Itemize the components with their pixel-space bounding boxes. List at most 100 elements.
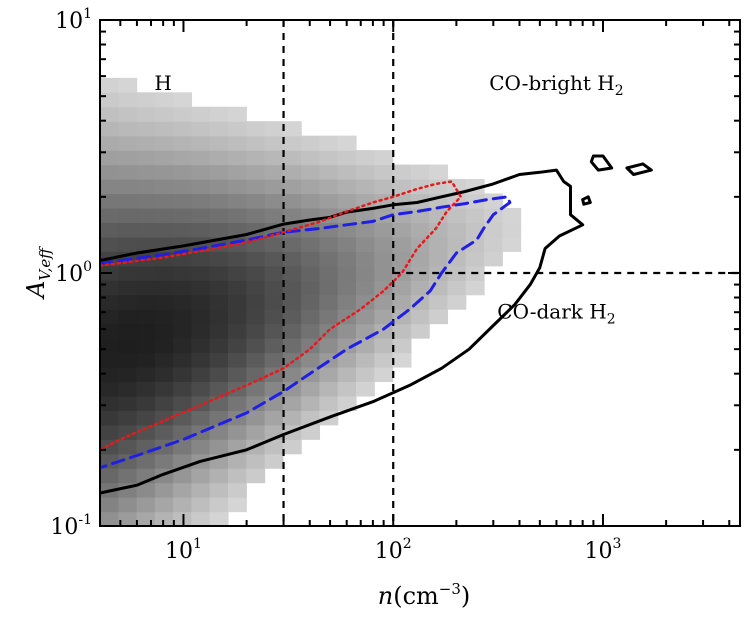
heatmap-cell [173, 164, 193, 180]
heatmap-cell [136, 193, 156, 209]
heatmap-cell [191, 366, 211, 383]
heatmap-cell [228, 294, 247, 310]
region-label: CO-dark H2 [497, 300, 615, 328]
heatmap-cell [136, 482, 156, 498]
heatmap-cell [100, 511, 119, 526]
heatmap-cell [191, 468, 211, 484]
heatmap-cell [282, 366, 302, 383]
heatmap-cell [209, 352, 229, 368]
heatmap-cell [246, 309, 266, 325]
heatmap-cell [465, 236, 485, 252]
heatmap-cell [410, 251, 430, 267]
heatmap-cell [191, 439, 211, 455]
heatmap-cell [337, 352, 357, 368]
heatmap-cell [191, 193, 211, 209]
contour-blue-dashed-path [100, 195, 512, 470]
heatmap-cell [356, 366, 375, 383]
heatmap-cell [356, 294, 375, 310]
heatmap-cell [173, 366, 193, 383]
heatmap-cell [246, 294, 266, 310]
contour-red-dotted-path [100, 180, 463, 452]
heatmap-cell [209, 164, 229, 180]
heatmap-cell [100, 424, 119, 440]
heatmap-cell [484, 251, 503, 267]
heatmap-cell [209, 511, 229, 526]
heatmap-cell [118, 338, 138, 354]
heatmap-cell [264, 236, 284, 252]
heatmap-cell [191, 323, 211, 339]
heatmap-cell [337, 294, 357, 310]
heatmap-cell [191, 309, 211, 325]
heatmap-cell [392, 207, 412, 223]
heatmap-cell [228, 135, 247, 151]
heatmap-cell [173, 179, 193, 195]
heatmap-cell [374, 309, 394, 325]
heatmap-cell [118, 179, 138, 195]
heatmap-cell [282, 352, 302, 368]
heatmap-cell [154, 179, 174, 195]
heatmap-cell [173, 280, 193, 296]
heatmap-cell [447, 207, 467, 223]
heatmap-cell [100, 395, 119, 411]
heatmap-cell [118, 236, 138, 252]
heatmap-cell [319, 338, 339, 354]
heatmap-cell [100, 381, 119, 397]
heatmap-cell [136, 381, 156, 397]
heatmap-cell [301, 236, 321, 252]
heatmap-cell [429, 251, 449, 267]
density-heatmap [100, 77, 522, 526]
heatmap-cell [173, 497, 193, 513]
heatmap-cell [154, 352, 174, 368]
heatmap-cell [136, 395, 156, 411]
heatmap-cell [154, 280, 174, 296]
heatmap-cell [154, 265, 174, 281]
heatmap-cell [136, 338, 156, 354]
heatmap-cell [392, 179, 412, 195]
heatmap-cell [100, 236, 119, 252]
heatmap-cell [118, 439, 138, 455]
heatmap-cell [209, 439, 229, 455]
heatmap-cell [118, 395, 138, 411]
heatmap-cell [282, 280, 302, 296]
heatmap-cell [191, 150, 211, 166]
contour-black-solid-path [589, 154, 614, 172]
heatmap-cell [173, 323, 193, 339]
heatmap-cell [337, 323, 357, 339]
heatmap-cell [136, 135, 156, 151]
heatmap-cell [337, 150, 357, 166]
heatmap-cell [100, 207, 119, 223]
heatmap-cell [374, 352, 394, 368]
heatmap-cell [337, 280, 357, 296]
heatmap-cell [337, 251, 357, 267]
heatmap-cell [154, 453, 174, 469]
heatmap-cell [301, 381, 321, 397]
heatmap-cell [410, 309, 430, 325]
heatmap-cell [264, 439, 284, 455]
heatmap-cell [392, 193, 412, 209]
heatmap-cell [173, 207, 193, 223]
heatmap-cell [173, 222, 193, 238]
heatmap-cell [209, 381, 229, 397]
heatmap-cell [374, 294, 394, 310]
heatmap-cell [154, 106, 174, 122]
heatmap-cell [447, 251, 467, 267]
heatmap-cell [191, 280, 211, 296]
x-tick-label: 101 [165, 536, 202, 564]
heatmap-cell [228, 395, 247, 411]
heatmap-cell [136, 150, 156, 166]
heatmap-cell [173, 468, 193, 484]
heatmap-cell [356, 338, 375, 354]
heatmap-cell [301, 338, 321, 354]
heatmap-cell [209, 251, 229, 267]
heatmap-cell [173, 265, 193, 281]
heatmap-cell [264, 121, 284, 137]
heatmap-cell [191, 207, 211, 223]
heatmap-cell [447, 265, 467, 281]
heatmap-cell [356, 207, 375, 223]
heatmap-cell [118, 265, 138, 281]
heatmap-cell [301, 164, 321, 180]
heatmap-cell [209, 135, 229, 151]
heatmap-cell [502, 207, 522, 223]
y-tick-label: 101 [55, 6, 92, 34]
heatmap-cell [374, 150, 394, 166]
